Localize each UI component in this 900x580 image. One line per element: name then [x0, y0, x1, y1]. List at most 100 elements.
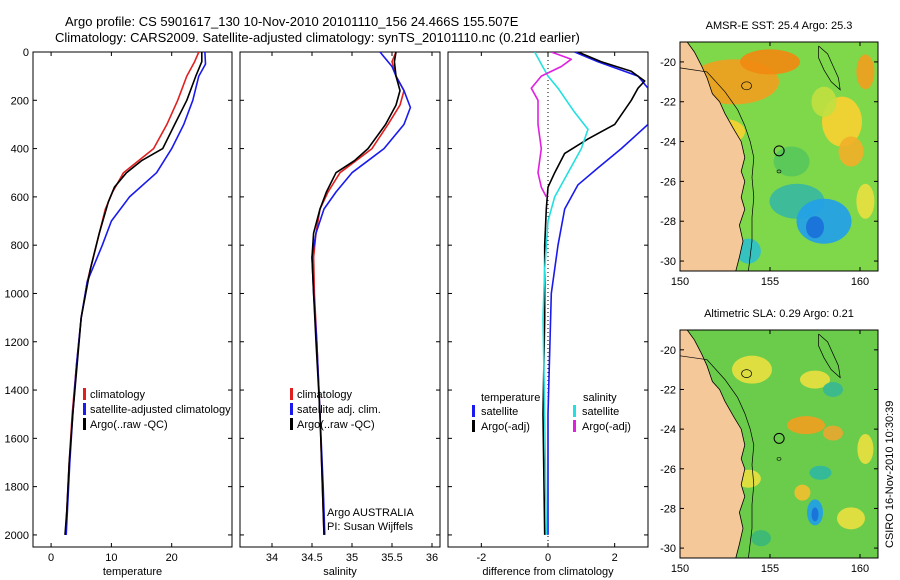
profile-panel-1: 0 10 2002004006008001000120014001600180020… [5, 47, 233, 578]
color-patch-6 [809, 465, 832, 480]
x-tick-label: 0 [48, 552, 54, 564]
legend-label: satellite [481, 406, 518, 418]
header-line-1: Argo profile: CS 5901617_130 10-Nov-2010… [65, 14, 519, 29]
color-patch-5 [823, 381, 843, 397]
map-title: Altimetric SLA: 0.29 Argo: 0.21 [704, 308, 854, 320]
argo-location-marker [773, 432, 785, 444]
y-tick-label: -22 [660, 97, 676, 109]
color-patch-3 [823, 425, 843, 441]
legend-label: Argo(..raw -QC) [90, 419, 168, 431]
shelf-contour [680, 355, 755, 558]
series-line-1 [547, 52, 648, 535]
x-tick-label: 150 [671, 276, 689, 288]
series-line-1 [312, 52, 405, 535]
x-tick-label: 160 [851, 563, 869, 575]
profile-panel-3: -2 0 2 difference from climatology temperatu… [447, 51, 649, 578]
x-tick-label: 34.5 [301, 552, 322, 564]
map-title: AMSR-E SST: 25.4 Argo: 25.3 [706, 20, 853, 32]
series-line-2 [542, 52, 646, 535]
annotation-text: PI: Susan Wijffels [327, 521, 413, 533]
header-line-2: Climatology: CARS2009. Satellite-adjuste… [55, 30, 580, 45]
color-patch-1 [732, 355, 772, 384]
legend-label: climatology [297, 389, 353, 401]
map-panel-2: Altimetric SLA: 0.29 Argo: 0.21 150 155 160… [660, 308, 879, 575]
x-tick-label: 35.5 [381, 552, 402, 564]
x-tick-label: 36 [426, 552, 438, 564]
y-tick-label: 1600 [5, 433, 29, 445]
y-tick-label: 600 [11, 192, 29, 204]
x-axis-label: difference from climatology [482, 566, 614, 578]
legend-label: satellite-adjusted climatology [90, 404, 231, 416]
legend-title: temperature [481, 392, 540, 404]
y-tick-label: 400 [11, 144, 29, 156]
series-line-4 [530, 52, 573, 198]
y-tick-label: 800 [11, 240, 29, 252]
y-tick-label: -20 [660, 345, 676, 357]
legend-label: Argo(..raw -QC) [297, 419, 375, 431]
y-tick-label: -28 [660, 503, 676, 515]
island-contour [741, 369, 752, 378]
color-patch-8 [796, 198, 852, 244]
y-tick-label: 1400 [5, 385, 29, 397]
x-tick-label: 0 [545, 552, 551, 564]
legend-title: salinity [583, 392, 617, 404]
y-tick-label: -28 [660, 216, 676, 228]
color-patch-2 [787, 416, 825, 435]
legend-swatch [573, 405, 576, 417]
series-group [530, 52, 648, 535]
legend-label: satellite [582, 406, 619, 418]
legend-swatch [290, 388, 293, 400]
x-tick-label: 150 [671, 563, 689, 575]
x-tick-label: 34 [266, 552, 278, 564]
series-line-3 [311, 52, 401, 535]
shelf-contour [680, 67, 755, 271]
map-panel-1: AMSR-E SST: 25.4 Argo: 25.3 150 155 160 -20 -… [660, 20, 879, 288]
series-group [64, 52, 207, 535]
color-patch-4 [800, 370, 830, 389]
color-patch-10 [811, 507, 819, 522]
legend-swatch [573, 420, 576, 432]
y-tick-label: -26 [660, 464, 676, 476]
color-patch-8 [794, 484, 811, 501]
x-tick-label: 35 [346, 552, 358, 564]
y-tick-label: 1800 [5, 482, 29, 494]
x-tick-label: 20 [166, 552, 178, 564]
argo-location-marker [773, 145, 785, 157]
reef-contour [818, 333, 841, 379]
color-patch-2 [740, 49, 800, 75]
legend-swatch [472, 405, 475, 417]
color-patch-14 [856, 54, 875, 90]
x-tick-label: 160 [851, 276, 869, 288]
series-line-3 [533, 52, 589, 535]
color-patch-12 [857, 433, 874, 464]
color-patch-6 [773, 146, 810, 177]
x-tick-label: 155 [761, 563, 779, 575]
y-tick-label: -22 [660, 384, 676, 396]
seamount-contour [776, 169, 782, 174]
y-tick-label: -30 [660, 543, 676, 555]
legend-swatch [83, 388, 86, 400]
series-line-3 [64, 52, 203, 535]
land-mass [680, 330, 746, 558]
legend-label: satellite adj. clim. [297, 404, 381, 416]
profile-panel-2: 34 34.5 35 35.5 36 salinity climatology satelli… [239, 51, 441, 578]
legend-label: climatology [90, 389, 146, 401]
y-tick-label: 0 [23, 47, 29, 59]
map-frame [679, 329, 879, 559]
color-patch-9 [806, 216, 824, 239]
seamount-contour [776, 457, 782, 461]
legend-swatch [83, 418, 86, 430]
y-tick-label: 1200 [5, 337, 29, 349]
x-axis-label: salinity [323, 566, 357, 578]
annotation-text: Argo AUSTRALIA [327, 507, 414, 519]
reef-contour [818, 45, 841, 91]
legend-swatch [290, 418, 293, 430]
color-patch-5 [811, 86, 837, 117]
y-tick-label: -26 [660, 176, 676, 188]
color-patch-12 [856, 183, 875, 219]
timestamp-label: CSIRO 16-Nov-2010 10:30:39 [884, 401, 896, 548]
x-axis-label: temperature [103, 566, 162, 578]
land-mass [680, 42, 746, 271]
x-tick-label: 2 [612, 552, 618, 564]
